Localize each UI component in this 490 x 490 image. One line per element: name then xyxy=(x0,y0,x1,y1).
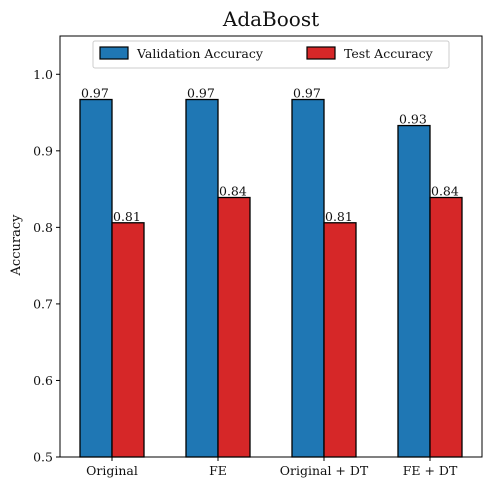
y-tick-label: 1.0 xyxy=(33,67,53,82)
x-tick-label: FE xyxy=(209,463,227,478)
y-tick-label: 0.5 xyxy=(33,450,53,465)
y-tick-label: 0.6 xyxy=(33,373,53,388)
bars xyxy=(79,98,463,458)
x-axis-ticks: Original FE Original + DT FE + DT xyxy=(86,457,458,478)
chart-title: AdaBoost xyxy=(222,7,319,31)
legend-swatch-test xyxy=(306,46,336,60)
legend-box xyxy=(92,40,450,69)
bar-test xyxy=(111,222,145,458)
bar-validation xyxy=(79,98,113,458)
bar-validation xyxy=(397,124,431,458)
y-tick-label: 0.8 xyxy=(33,220,53,235)
legend-swatch-validation xyxy=(99,46,129,60)
y-axis-ticks: 0.5 0.6 0.7 0.8 0.9 1.0 xyxy=(33,67,60,465)
legend-label-validation: Validation Accuracy xyxy=(136,46,264,61)
bar-test xyxy=(217,196,251,458)
y-tick-label: 0.7 xyxy=(33,296,53,311)
y-axis-label: Accuracy xyxy=(9,214,24,277)
bar-value-label: 0.97 xyxy=(293,86,321,101)
bar-value-label: 0.84 xyxy=(431,184,459,199)
bar-data-labels: 0.97 0.81 0.97 0.84 0.97 0.81 0.93 0.84 xyxy=(81,86,459,224)
legend: Validation Accuracy Test Accuracy xyxy=(92,40,450,69)
bar-value-label: 0.84 xyxy=(219,184,247,199)
x-tick-label: Original xyxy=(86,463,138,478)
y-tick-label: 0.9 xyxy=(33,143,53,158)
bar-value-label: 0.97 xyxy=(187,86,215,101)
bar-validation xyxy=(291,98,325,458)
bar-value-label: 0.97 xyxy=(81,86,109,101)
bar-validation xyxy=(185,98,219,458)
bar-value-label: 0.93 xyxy=(399,112,427,127)
legend-label-test: Test Accuracy xyxy=(344,46,434,61)
x-tick-label: FE + DT xyxy=(403,463,458,478)
bar-test xyxy=(429,196,463,458)
bar-test xyxy=(323,222,357,458)
bar-value-label: 0.81 xyxy=(325,209,353,224)
bar-value-label: 0.81 xyxy=(113,209,141,224)
plot-frame xyxy=(59,35,483,458)
x-tick-label: Original + DT xyxy=(280,463,369,478)
